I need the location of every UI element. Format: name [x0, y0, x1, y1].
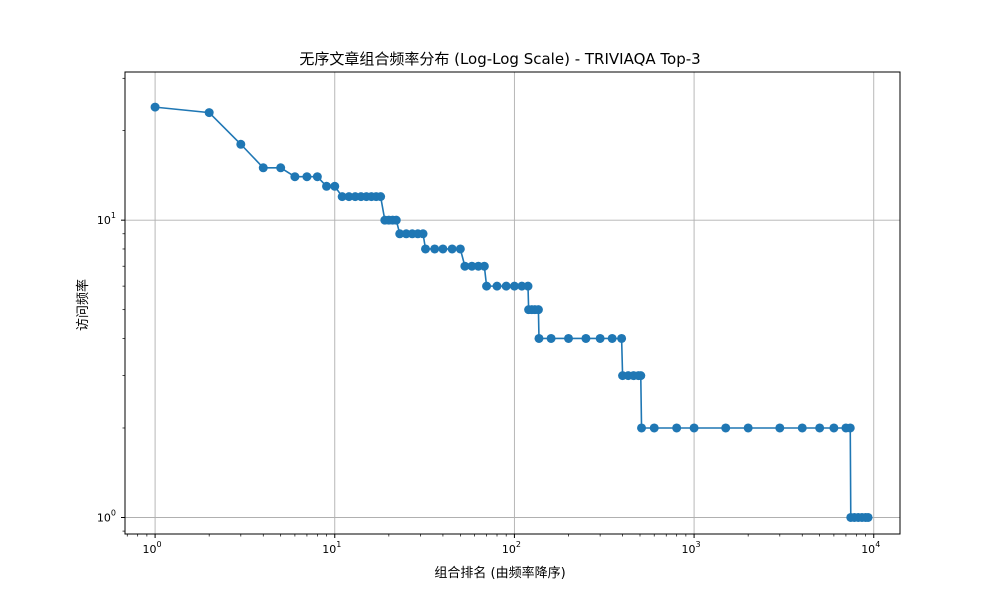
data-point [617, 333, 627, 343]
data-point [501, 281, 511, 291]
data-point [546, 333, 556, 343]
data-point [607, 333, 617, 343]
data-point [438, 244, 448, 254]
data-point [482, 281, 492, 291]
grid [125, 72, 900, 534]
data-point [344, 192, 354, 202]
data-point [447, 244, 457, 254]
data-point [509, 281, 519, 291]
data-point [815, 423, 825, 433]
data-point [455, 244, 465, 254]
y-axis-label: 访问频率 [75, 279, 91, 331]
data-point [391, 215, 401, 225]
data-point [395, 229, 405, 239]
data-point [258, 163, 268, 173]
data-point [533, 305, 543, 315]
data-point [204, 108, 214, 118]
series-layer [150, 102, 873, 522]
data-point [276, 163, 286, 173]
data-point [322, 181, 332, 191]
data-point [797, 423, 807, 433]
data-point [302, 172, 312, 182]
x-axis-label: 组合排名 (由频率降序) [434, 565, 565, 581]
x-tick-label: 103 [682, 540, 701, 556]
data-point [775, 423, 785, 433]
y-tick-label: 101 [97, 211, 116, 227]
data-point [829, 423, 839, 433]
data-point [421, 244, 431, 254]
data-point [689, 423, 699, 433]
x-tick-label: 100 [143, 540, 162, 556]
data-point [523, 281, 533, 291]
data-point [460, 261, 470, 271]
chart-title: 无序文章组合频率分布 (Log-Log Scale) - TRIVIAQA To… [299, 50, 700, 68]
data-point [150, 102, 160, 112]
data-point [672, 423, 682, 433]
data-point [721, 423, 731, 433]
data-point [595, 333, 605, 343]
data-point [492, 281, 502, 291]
data-point [637, 423, 647, 433]
data-point [649, 423, 659, 433]
data-point [636, 371, 646, 381]
data-point [863, 512, 873, 522]
data-point [290, 172, 300, 182]
data-point [337, 192, 347, 202]
data-point [581, 333, 591, 343]
data-point [467, 261, 477, 271]
data-point [430, 244, 440, 254]
data-point [376, 192, 386, 202]
data-point [743, 423, 753, 433]
data-point [330, 181, 340, 191]
data-point [564, 333, 574, 343]
plot-area-frame [124, 71, 901, 535]
x-tick-label: 104 [861, 540, 880, 556]
data-point [845, 423, 855, 433]
axis-ticks: 100 101 102 103 104 100 101 [97, 77, 880, 556]
data-point [312, 172, 322, 182]
data-point [534, 333, 544, 343]
data-point [236, 139, 246, 149]
y-tick-label: 100 [97, 508, 116, 524]
data-point [479, 261, 489, 271]
x-tick-label: 102 [502, 540, 521, 556]
x-tick-label: 101 [322, 540, 341, 556]
data-point [418, 229, 428, 239]
